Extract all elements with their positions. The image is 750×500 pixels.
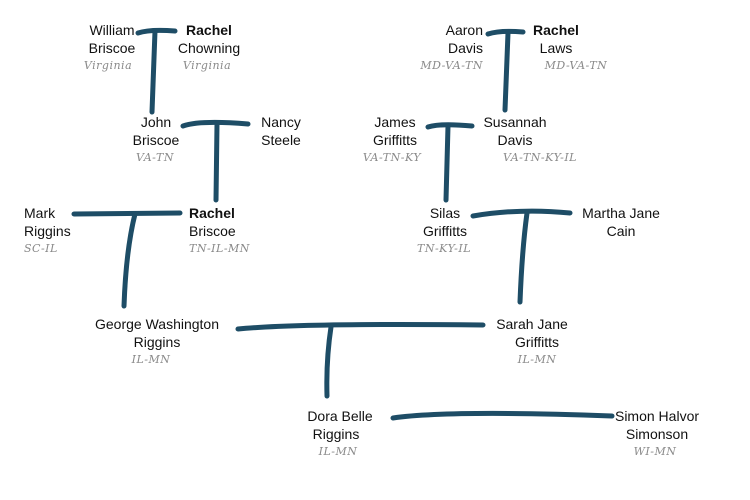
first-name: Simon Halvor xyxy=(614,408,700,424)
first-name: Rachel xyxy=(186,22,232,38)
states: TN-KY-IL xyxy=(416,242,472,255)
descent-line-to-john-briscoe xyxy=(149,28,158,115)
person-nancy-steele: Nancy Steele xyxy=(201,113,361,149)
descent-line-to-silas-griffitts xyxy=(443,123,451,203)
person-john-briscoe: John Briscoe VA-TN xyxy=(76,113,236,167)
person-william-briscoe: William Briscoe Virginia xyxy=(32,21,192,75)
states: MD-VA-TN xyxy=(544,59,608,72)
first-name: Nancy xyxy=(261,114,301,130)
last-name: Chowning xyxy=(177,40,241,56)
first-name: James xyxy=(374,114,416,130)
first-name: Silas xyxy=(429,205,461,221)
states: TN-IL-MN xyxy=(189,242,250,255)
states: IL-MN xyxy=(318,445,358,458)
marriage-line-silas-martha xyxy=(470,208,573,219)
last-name: Griffitts xyxy=(372,132,418,148)
states: VA-TN-KY-IL xyxy=(503,151,577,164)
states: Virginia xyxy=(83,59,133,72)
first-name: William xyxy=(89,22,135,38)
person-simon-halvor-simonson: Simon Halvor Simonson WI-MN xyxy=(577,407,737,461)
descent-line-to-susannah-davis xyxy=(502,30,511,113)
person-aaron-davis: Aaron Davis MD-VA-TN xyxy=(371,21,483,75)
first-name: John xyxy=(140,114,172,130)
last-name: Griffitts xyxy=(514,334,560,350)
first-name: Sarah Jane xyxy=(496,316,568,332)
first-name: Rachel xyxy=(533,22,579,38)
person-rachel-chowning: Rachel Chowning Virginia xyxy=(129,21,289,75)
states: WI-MN xyxy=(633,445,677,458)
descent-line-to-dora-riggins xyxy=(324,324,334,399)
last-name: Davis xyxy=(497,132,533,148)
states: Virginia xyxy=(182,59,232,72)
first-name: Martha Jane xyxy=(582,205,660,221)
first-name: Rachel xyxy=(189,205,235,221)
person-mark-riggins: Mark Riggins SC-IL xyxy=(24,204,71,258)
states: IL-MN xyxy=(131,353,171,366)
states: VA-TN xyxy=(136,151,174,164)
first-name: Mark xyxy=(24,205,56,221)
descent-line-to-rachel-briscoe xyxy=(213,121,220,203)
last-name: Briscoe xyxy=(189,223,236,239)
states: SC-IL xyxy=(24,242,58,255)
person-susannah-davis: Susannah Davis VA-TN-KY-IL xyxy=(435,113,595,167)
person-rachel-laws: Rachel Laws MD-VA-TN xyxy=(476,21,636,75)
person-rachel-briscoe: Rachel Briscoe TN-IL-MN xyxy=(189,204,250,258)
last-name: Steele xyxy=(261,132,301,148)
last-name: Griffitts xyxy=(422,223,468,239)
person-sarah-jane-griffitts: Sarah Jane Griffitts IL-MN xyxy=(452,315,612,369)
last-name: Briscoe xyxy=(132,132,180,148)
descent-line-to-george-riggins xyxy=(121,211,138,309)
person-james-griffitts: James Griffitts VA-TN-KY xyxy=(315,113,475,167)
person-dora-belle-riggins: Dora Belle Riggins IL-MN xyxy=(260,407,420,461)
descent-line-to-sarah-griffitts xyxy=(517,210,530,305)
marriage-line-aaron-rachel-laws xyxy=(485,28,526,37)
first-name: Susannah xyxy=(483,114,547,130)
marriage-line-john-nancy xyxy=(180,119,251,129)
states: IL-MN xyxy=(517,353,557,366)
person-martha-jane-cain: Martha Jane Cain xyxy=(541,204,701,240)
last-name: Riggins xyxy=(24,223,71,239)
last-name: Laws xyxy=(539,40,573,56)
first-name: George Washington xyxy=(95,316,219,332)
states: VA-TN-KY xyxy=(362,151,422,164)
last-name: Davis xyxy=(447,40,483,56)
person-george-washington-riggins: George Washington Riggins IL-MN xyxy=(62,315,252,369)
marriage-line-mark-rachel-briscoe xyxy=(71,210,183,217)
first-name: Aaron xyxy=(445,22,483,38)
last-name: Riggins xyxy=(133,334,181,350)
last-name: Cain xyxy=(606,223,636,239)
last-name: Riggins xyxy=(312,426,360,442)
states: MD-VA-TN xyxy=(420,59,483,72)
first-name: Dora Belle xyxy=(307,408,373,424)
last-name: Simonson xyxy=(625,426,689,442)
person-silas-griffitts: Silas Griffitts TN-KY-IL xyxy=(365,204,525,258)
marriage-line-dora-simon xyxy=(390,410,615,421)
marriage-line-george-sarah xyxy=(235,322,486,332)
marriage-line-james-susannah xyxy=(425,122,475,130)
last-name: Briscoe xyxy=(88,40,136,56)
